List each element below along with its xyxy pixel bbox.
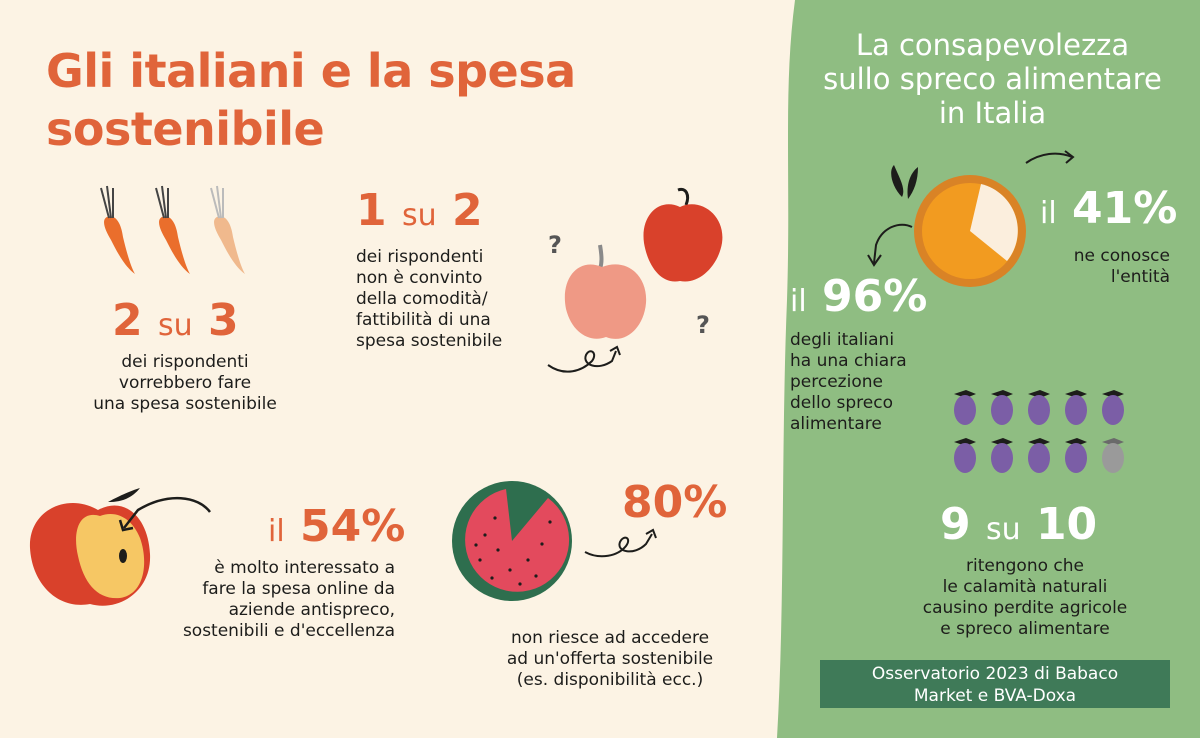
red-apple-icon: [643, 187, 723, 282]
stat910-line: e spreco alimentare: [940, 619, 1110, 639]
stat3-value: 54%: [300, 501, 406, 552]
stat1-text: dei rispondenti vorrebbero fare una spes…: [70, 352, 300, 415]
stat910-su: su: [985, 512, 1021, 547]
stat-54-percent: il 54%: [268, 502, 405, 557]
arrow-icon: [123, 497, 211, 529]
stat4-value: 80%: [622, 477, 728, 528]
arrow-icon: [1025, 152, 1073, 164]
eggplant-icon: [1065, 438, 1087, 473]
stat96-line: percezione: [790, 372, 883, 392]
stat1-a: 2: [112, 295, 143, 346]
stat910-text: ritengono che le calamità naturali causi…: [900, 556, 1150, 640]
eggplant-icon: [1065, 390, 1087, 425]
stat4-text: non riesce ad accedere ad un'offerta sos…: [480, 628, 740, 691]
stat2-line: della comodità/: [356, 289, 488, 309]
right-title-line: sullo spreco alimentare: [823, 62, 1162, 96]
stat-9-su-10: 9 su 10: [940, 500, 1097, 555]
right-title-line: in Italia: [938, 96, 1047, 130]
stat2-line: non è convinto: [356, 268, 483, 288]
stat-1-su-2: 1 su 2: [356, 186, 483, 241]
stat3-line: sostenibili e d'eccellenza: [182, 621, 395, 641]
carrot-icon: [155, 185, 190, 274]
stat-80-percent: 80%: [622, 478, 727, 528]
eggplant-icon-grey: [1102, 438, 1124, 473]
stat2-line: fattibilità di una: [356, 310, 491, 330]
stat2-b: 2: [451, 185, 483, 236]
source-box: Osservatorio 2023 di Babaco Market e BVA…: [820, 660, 1170, 708]
stat41-line: l'entità: [1110, 267, 1170, 287]
carrot-icon: [100, 185, 135, 274]
stat2-line: dei rispondenti: [356, 247, 484, 267]
stat2-su: su: [401, 198, 437, 233]
source-line: Osservatorio 2023 di Babaco: [871, 664, 1119, 684]
pink-apple-icon: [564, 244, 647, 339]
stat96-value: 96%: [822, 271, 928, 322]
curly-arrow-icon: [547, 350, 617, 373]
stat1-line: vorrebbero fare: [118, 373, 252, 393]
page-title: Gli italiani e la spesa sostenibile: [46, 44, 576, 156]
stat41-value: 41%: [1072, 183, 1178, 234]
halved-apple-illustration: [29, 488, 211, 606]
stat3-text: è molto interessato a fare la spesa onli…: [150, 558, 395, 642]
watermelon-illustration: [452, 481, 657, 601]
stat41-line: ne conosce: [1073, 246, 1170, 266]
stat3-line: aziende antispreco,: [228, 600, 395, 620]
eggplant-icon: [1102, 390, 1124, 425]
question-mark-icon: ?: [696, 311, 710, 339]
stat4-line: ad un'offerta sostenibile: [506, 649, 714, 669]
stat41-text: ne conosce l'entità: [1040, 246, 1170, 288]
stat96-text: degli italiani ha una chiara percezione …: [790, 330, 940, 435]
stat910-line: le calamità naturali: [942, 577, 1108, 597]
stat96-line: ha una chiara: [790, 351, 907, 371]
eggplant-icon: [1028, 390, 1050, 425]
apples-illustration: ? ?: [547, 187, 723, 373]
question-mark-icon: ?: [548, 231, 562, 259]
stat41-prefix: il: [1040, 196, 1057, 231]
source-line: Market e BVA-Doxa: [913, 686, 1077, 706]
stat910-line: causino perdite agricole: [922, 598, 1128, 618]
stat-2-su-3: 2 su 3: [112, 296, 239, 351]
stat4-line: non riesce ad accedere: [510, 628, 710, 648]
carrot-icon: [210, 185, 245, 274]
stat3-line: è molto interessato a: [214, 558, 395, 578]
eggplant-icon: [954, 438, 976, 473]
stat2-a: 1: [356, 185, 387, 236]
stat1-line: una spesa sostenibile: [93, 394, 277, 414]
eggplant-icon: [1028, 438, 1050, 473]
curly-arrow-icon: [584, 533, 653, 558]
stat96-line: alimentare: [790, 414, 882, 434]
stat4-line: (es. disponibilità ecc.): [516, 670, 704, 690]
right-title-line: La consapevolezza: [855, 28, 1130, 62]
carrots-illustration: [100, 185, 245, 274]
stat96-prefix: il: [790, 284, 807, 319]
right-panel-title: La consapevolezza sullo spreco alimentar…: [800, 28, 1185, 130]
eggplant-icon: [991, 390, 1013, 425]
orange-pie-illustration: [867, 150, 1075, 287]
stat2-line: spesa sostenibile: [356, 331, 503, 351]
stat-96-percent: il 96%: [790, 272, 927, 327]
stat910-line: ritengono che: [966, 556, 1084, 576]
eggplant-icon: [991, 438, 1013, 473]
stat3-prefix: il: [268, 514, 285, 549]
stat910-b: 10: [1035, 499, 1098, 550]
eggplant-icon: [954, 390, 976, 425]
stat1-line: dei rispondenti: [121, 352, 249, 372]
stat1-su: su: [157, 308, 193, 343]
stat3-line: fare la spesa online da: [202, 579, 395, 599]
stat96-line: dello spreco: [790, 393, 893, 413]
stat-41-percent: il 41%: [1040, 184, 1177, 239]
stat96-line: degli italiani: [790, 330, 895, 350]
green-panel-background: [777, 0, 1200, 738]
stat910-a: 9: [940, 499, 971, 550]
stat1-b: 3: [207, 295, 239, 346]
stat2-text: dei rispondenti non è convinto della com…: [356, 247, 546, 352]
arrow-icon: [873, 223, 913, 264]
eggplants-grid-illustration: [954, 390, 1124, 473]
